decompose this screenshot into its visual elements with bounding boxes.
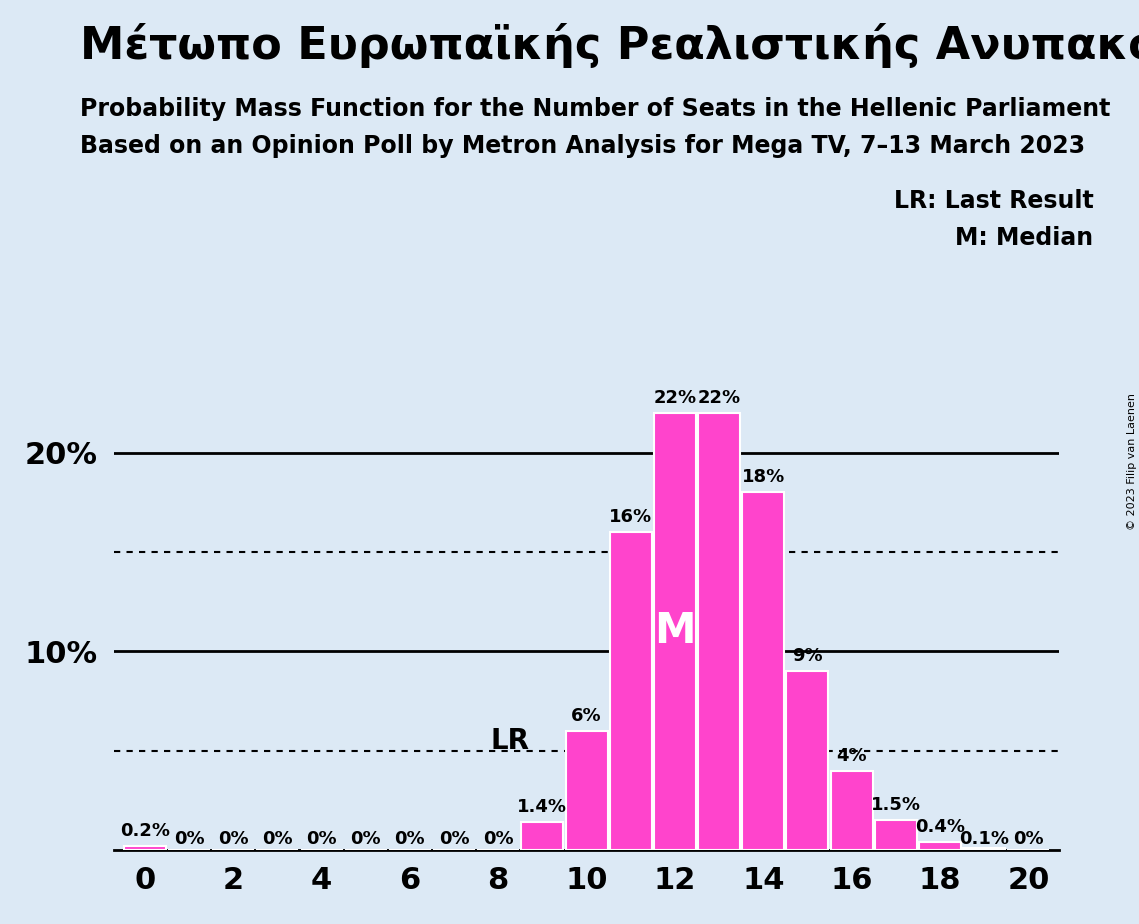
Text: 22%: 22% — [697, 389, 740, 407]
Bar — [964, 848, 1005, 850]
Text: 0.4%: 0.4% — [915, 818, 965, 836]
Text: 0%: 0% — [351, 830, 382, 848]
Text: 1.5%: 1.5% — [871, 796, 920, 814]
Text: Μέτωπο Ευρωπαϊκής Ρεαλιστικής Ανυπακοής: Μέτωπο Ευρωπαϊκής Ρεαλιστικής Ανυπακοής — [80, 23, 1139, 68]
Bar — [830, 771, 872, 850]
Bar — [654, 413, 696, 850]
Bar — [743, 492, 785, 850]
Bar — [875, 821, 917, 850]
Text: 0%: 0% — [394, 830, 425, 848]
Text: 0.1%: 0.1% — [959, 830, 1009, 848]
Text: 4%: 4% — [836, 747, 867, 765]
Bar — [787, 671, 828, 850]
Text: M: M — [654, 611, 696, 652]
Bar — [609, 532, 652, 850]
Text: 18%: 18% — [741, 468, 785, 486]
Text: © 2023 Filip van Laenen: © 2023 Filip van Laenen — [1126, 394, 1137, 530]
Text: 0%: 0% — [218, 830, 248, 848]
Text: M: Median: M: Median — [956, 226, 1093, 250]
Bar — [919, 842, 961, 850]
Bar — [124, 846, 166, 850]
Bar — [698, 413, 740, 850]
Text: 1.4%: 1.4% — [517, 798, 567, 816]
Text: 0%: 0% — [306, 830, 337, 848]
Text: 9%: 9% — [792, 647, 822, 665]
Text: 0.2%: 0.2% — [120, 822, 170, 840]
Text: LR: Last Result: LR: Last Result — [894, 189, 1093, 213]
Bar — [522, 822, 564, 850]
Text: 0%: 0% — [173, 830, 204, 848]
Text: 0%: 0% — [439, 830, 469, 848]
Text: LR: LR — [490, 726, 530, 755]
Text: 16%: 16% — [609, 508, 653, 526]
Text: 6%: 6% — [572, 707, 601, 724]
Text: 0%: 0% — [262, 830, 293, 848]
Text: Based on an Opinion Poll by Metron Analysis for Mega TV, 7–13 March 2023: Based on an Opinion Poll by Metron Analy… — [80, 134, 1084, 158]
Text: 22%: 22% — [654, 389, 697, 407]
Text: 0%: 0% — [483, 830, 514, 848]
Bar — [566, 731, 607, 850]
Text: Probability Mass Function for the Number of Seats in the Hellenic Parliament: Probability Mass Function for the Number… — [80, 97, 1111, 121]
Text: 0%: 0% — [1013, 830, 1043, 848]
